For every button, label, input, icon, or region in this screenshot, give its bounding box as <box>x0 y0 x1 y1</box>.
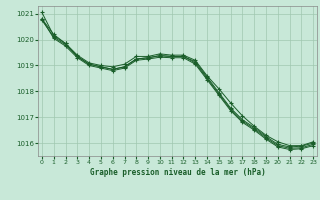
X-axis label: Graphe pression niveau de la mer (hPa): Graphe pression niveau de la mer (hPa) <box>90 168 266 177</box>
